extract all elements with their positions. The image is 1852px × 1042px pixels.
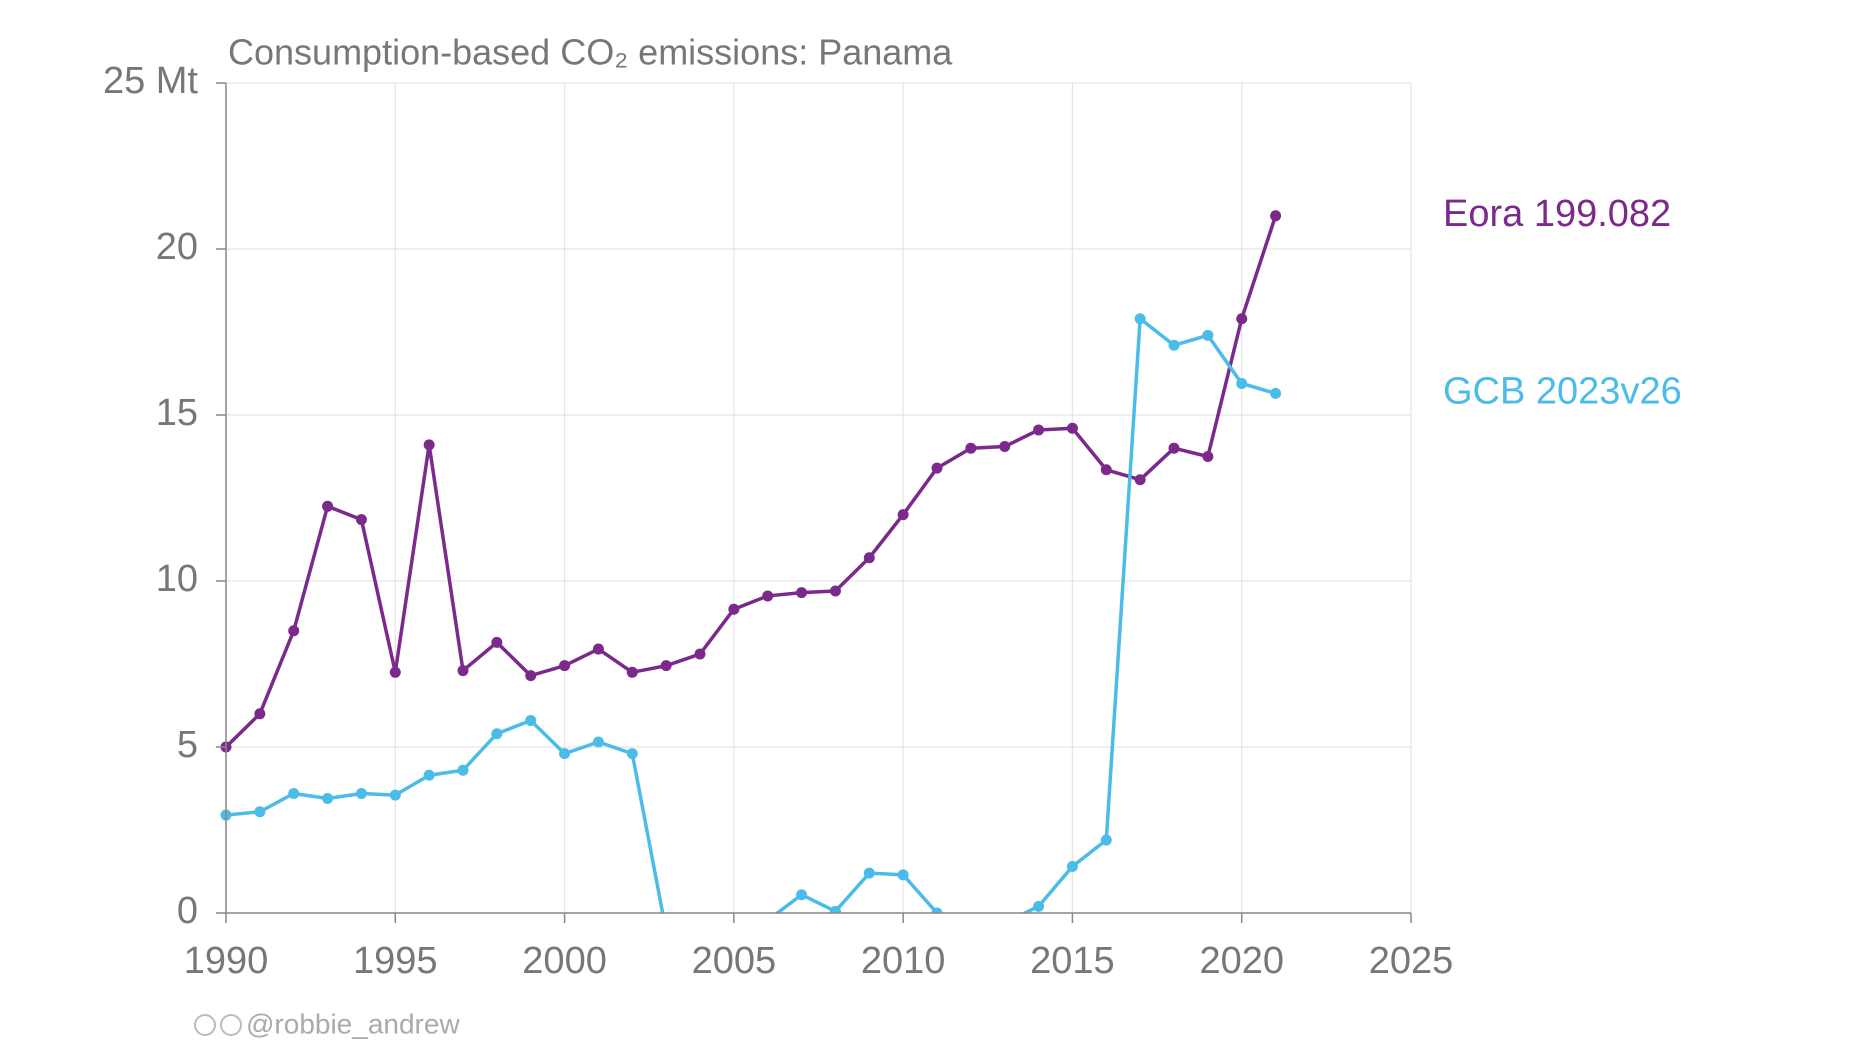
data-point (1236, 313, 1248, 325)
y-tick-label: 0 (177, 890, 198, 932)
data-point (1033, 424, 1045, 436)
data-point (694, 648, 706, 660)
data-point (1270, 387, 1282, 399)
data-point (423, 439, 435, 451)
data-point (355, 514, 367, 526)
x-tick-label: 1995 (353, 940, 438, 982)
data-point (897, 509, 909, 521)
data-point (660, 660, 672, 672)
data-point (288, 625, 300, 637)
y-tick-label: 25 Mt (103, 60, 198, 102)
data-point (931, 907, 943, 913)
data-point (423, 769, 435, 781)
data-point (525, 714, 537, 726)
credit-icons (194, 1014, 242, 1036)
data-point (525, 670, 537, 682)
x-tick-label: 2020 (1199, 940, 1284, 982)
series-line (225, 316, 1277, 913)
data-point (1270, 210, 1282, 222)
data-point (1134, 313, 1146, 325)
data-point (931, 462, 943, 474)
series-label: Eora 199.082 (1443, 193, 1671, 235)
data-point (1033, 900, 1045, 912)
data-point (863, 552, 875, 564)
x-tick-label: 2025 (1369, 940, 1454, 982)
data-point (796, 587, 808, 599)
data-point (457, 764, 469, 776)
chart-title: Consumption-based CO₂ emissions: Panama (228, 32, 953, 73)
series-line (224, 215, 1278, 749)
data-point (1100, 464, 1112, 476)
data-point (762, 915, 773, 926)
data-point (863, 867, 875, 879)
data-point (1202, 451, 1214, 462)
data-point (355, 787, 367, 799)
data-point (999, 917, 1010, 928)
data-point (288, 787, 300, 799)
data-point (1168, 442, 1180, 454)
data-point (829, 585, 841, 597)
data-point (1066, 422, 1078, 434)
data-point (897, 869, 909, 881)
data-point (829, 905, 841, 913)
data-point (322, 792, 334, 804)
data-point (592, 643, 604, 655)
x-tick-label: 2005 (692, 940, 777, 982)
data-point (1236, 377, 1248, 389)
data-point (592, 736, 604, 748)
x-tick-label: 2015 (1030, 940, 1115, 982)
data-point (389, 789, 401, 801)
series-label: GCB 2023v26 (1443, 370, 1682, 412)
y-tick-label: 15 (156, 392, 198, 434)
data-point (322, 500, 334, 512)
y-tick-label: 20 (156, 226, 198, 268)
data-point (965, 924, 976, 935)
data-point (762, 590, 774, 602)
data-point (491, 728, 503, 740)
data-point (999, 441, 1011, 453)
y-tick-label: 5 (177, 724, 198, 766)
y-tick-label: 10 (156, 558, 198, 600)
x-tick-label: 1990 (184, 940, 269, 982)
data-point (1134, 474, 1146, 486)
data-point (389, 666, 401, 678)
x-tick-label: 2000 (522, 940, 607, 982)
data-point (728, 603, 740, 615)
data-point (491, 636, 503, 648)
data-point (796, 889, 808, 901)
data-point (1202, 329, 1214, 341)
data-point (254, 708, 266, 720)
data-point (457, 665, 469, 677)
data-point (254, 806, 266, 818)
data-point (965, 442, 977, 454)
data-point (559, 748, 571, 760)
data-point (559, 660, 571, 672)
data-point (626, 748, 638, 760)
credit: @robbie_andrew (246, 1008, 460, 1039)
data-point (661, 926, 672, 937)
data-point (1066, 861, 1078, 873)
data-point (626, 666, 638, 678)
data-point (1168, 339, 1180, 351)
x-tick-label: 2010 (861, 940, 946, 982)
data-point (1100, 834, 1112, 846)
